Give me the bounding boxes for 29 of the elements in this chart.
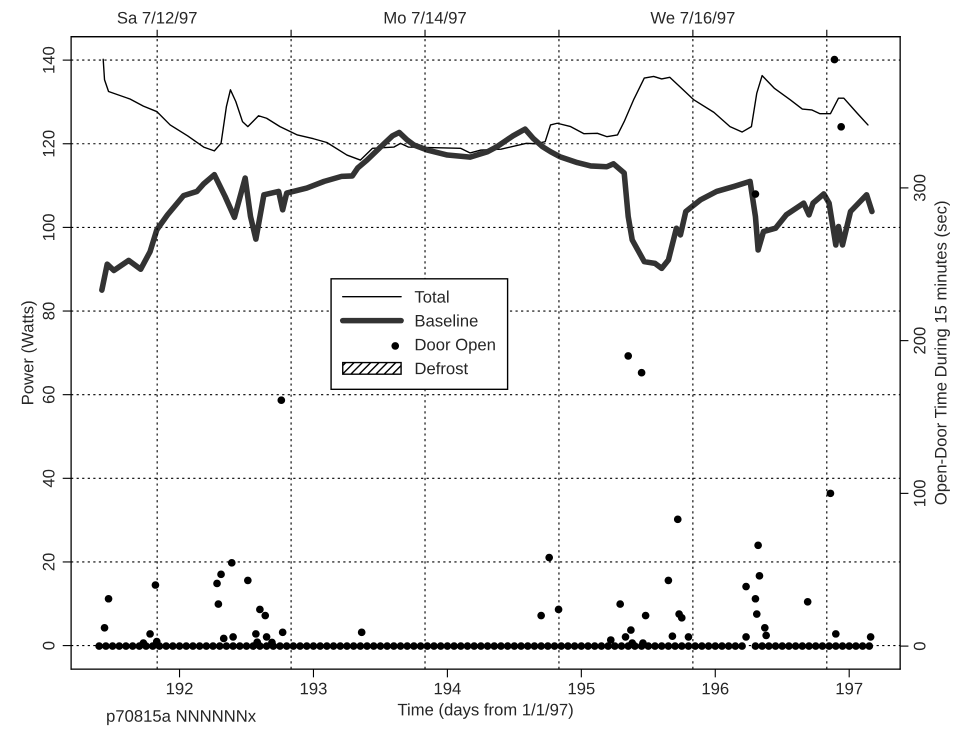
x2-tick-label: Mo 7/14/97 bbox=[384, 11, 466, 24]
y-tick-label: 140 bbox=[42, 46, 55, 73]
legend-label: Defrost bbox=[416, 362, 468, 374]
x-tick-label: 197 bbox=[836, 682, 862, 694]
y2-tick-label: 0 bbox=[914, 642, 926, 650]
x-tick-label: 196 bbox=[702, 682, 728, 694]
text: p70815a NNNNNNx bbox=[107, 710, 256, 726]
y2-tick-label: 300 bbox=[914, 174, 926, 202]
y2-tick-label: 200 bbox=[914, 327, 926, 354]
legend-label: Total bbox=[414, 290, 448, 303]
y-tick-label: 60 bbox=[42, 386, 55, 404]
legend-label: Door Open bbox=[416, 338, 495, 354]
y-tick-label: 40 bbox=[42, 470, 55, 488]
y-tick-label: 80 bbox=[42, 302, 55, 320]
y2-tick-label: 100 bbox=[914, 480, 926, 506]
x2-tick-label: We 7/16/97 bbox=[650, 11, 735, 24]
x-tick-label: 195 bbox=[568, 682, 595, 694]
x-axis-title: Time (days from 1/1/97) bbox=[398, 703, 573, 719]
y-tick-label: 0 bbox=[42, 642, 55, 650]
y-axis-title: Power (Watts) bbox=[21, 301, 37, 404]
y-tick-label: 120 bbox=[42, 130, 55, 156]
x2-tick-label: Sa 7/12/97 bbox=[118, 11, 197, 24]
x-tick-label: 194 bbox=[434, 682, 461, 694]
x-tick-label: 193 bbox=[300, 682, 327, 694]
legend-label: Baseline bbox=[416, 314, 478, 327]
x-tick-label: 192 bbox=[166, 682, 193, 694]
y2-axis-title: Open-Door Time During 15 minutes (sec) bbox=[934, 202, 950, 504]
y-tick-label: 20 bbox=[42, 553, 55, 570]
y-tick-label: 100 bbox=[42, 214, 55, 240]
